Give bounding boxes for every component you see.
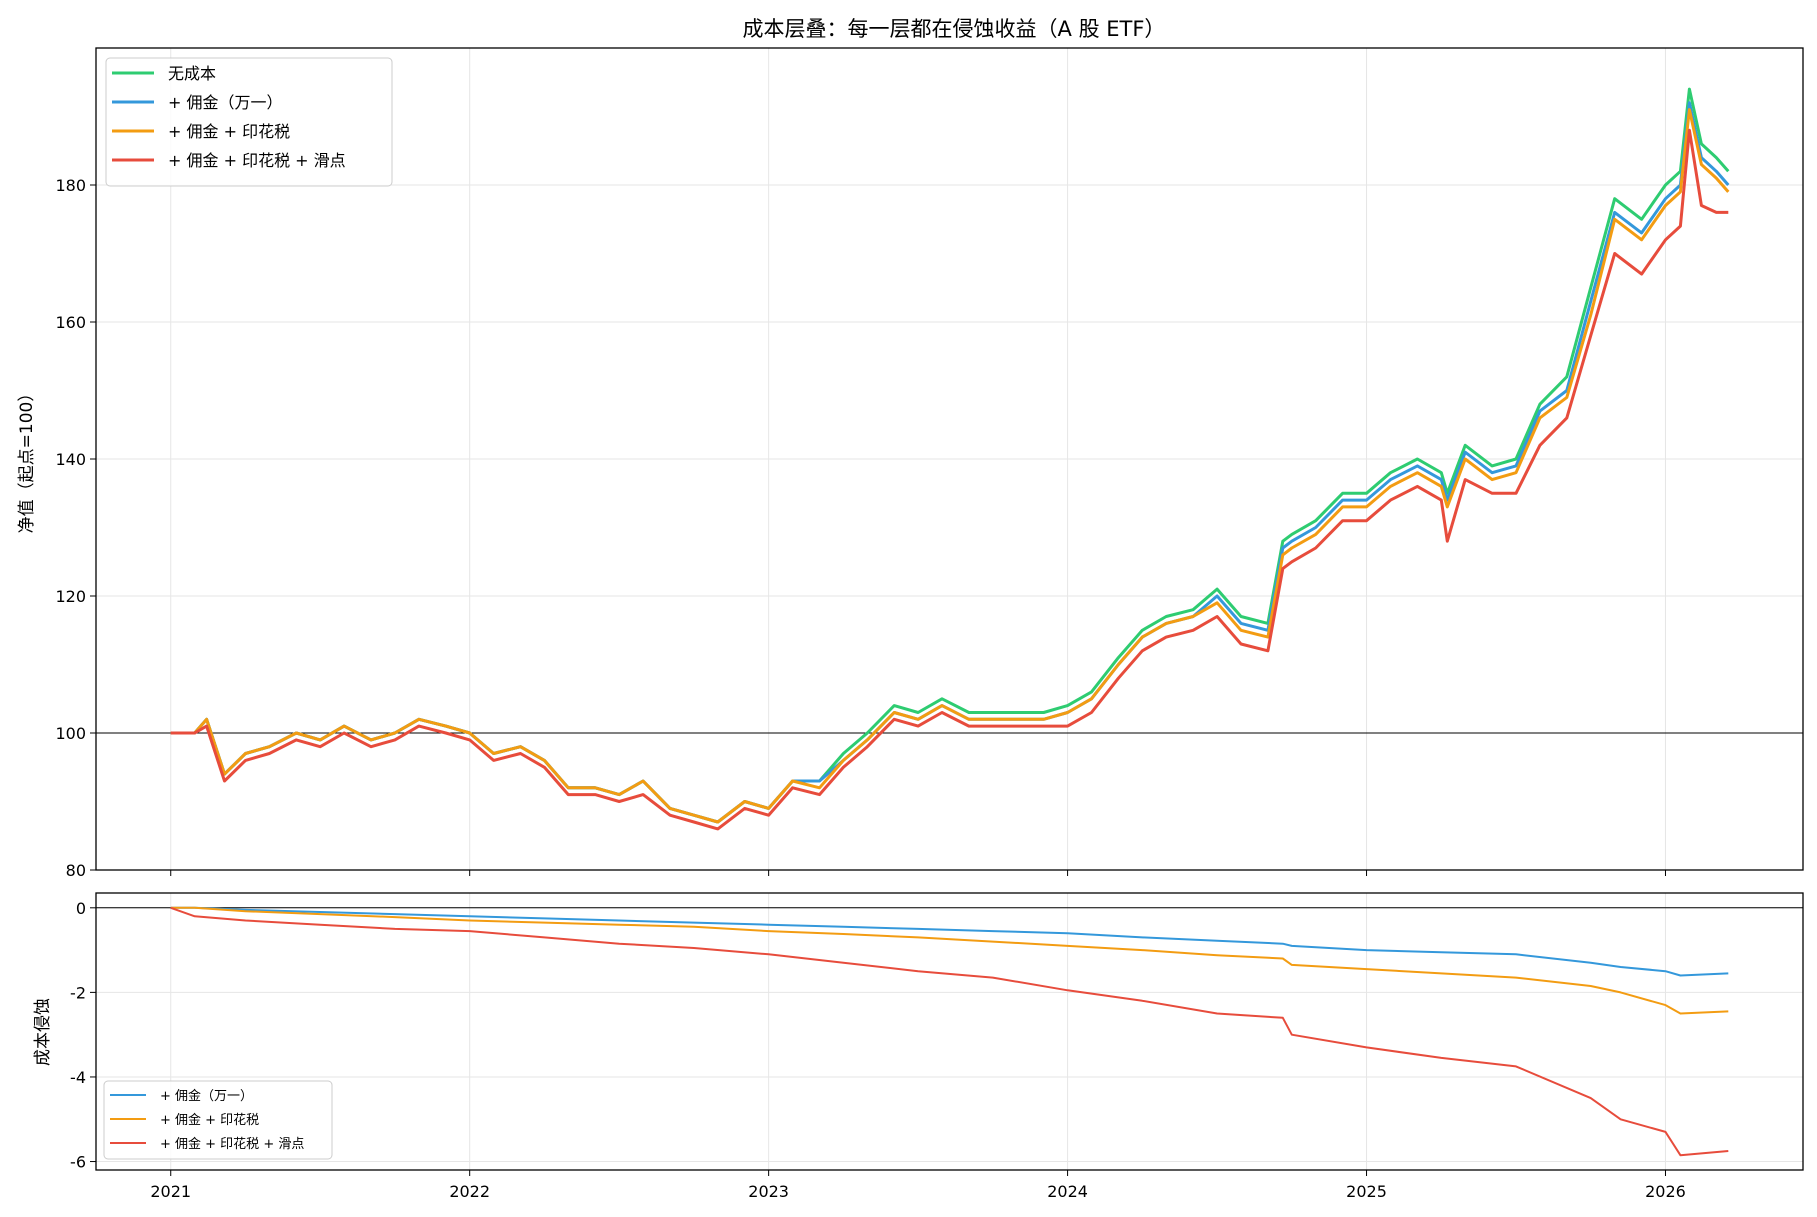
top-legend: 无成本 + 佣金（万一） + 佣金 + 印花税 + 佣金 + 印花税 + 滑点 xyxy=(105,57,393,187)
chart-title: 成本层叠：每一层都在侵蚀收益（A 股 ETF） xyxy=(743,17,1166,41)
top-y-tick-label-120: 120 xyxy=(55,587,86,606)
top-series-group xyxy=(170,87,1730,831)
top-series-line-3 xyxy=(170,128,1729,831)
top-y-tick-label-100: 100 xyxy=(55,724,86,743)
top-y-tick-label-80: 80 xyxy=(66,861,86,880)
bot-y-tick-label--6: -6 xyxy=(70,1153,86,1172)
top-legend-label-2: + 佣金 + 印花税 xyxy=(168,122,290,141)
top-legend-label-3: + 佣金 + 印花税 + 滑点 xyxy=(168,151,346,170)
top-y-tick-label-160: 160 xyxy=(55,313,86,332)
x-tick-label-2024: 2024 xyxy=(1047,1182,1088,1201)
x-tick-label-2022: 2022 xyxy=(449,1182,490,1201)
top-y-tick-label-180: 180 xyxy=(55,176,86,195)
top-series-line-2 xyxy=(170,108,1730,824)
bot-series-line-2 xyxy=(170,906,1729,1157)
bot-y-tick-label--4: -4 xyxy=(70,1068,86,1087)
top-legend-label-1: + 佣金（万一） xyxy=(168,93,283,112)
top-y-axis-ticks: 80 100 120 140 160 180 xyxy=(55,176,96,880)
bottom-legend: + 佣金（万一） + 佣金 + 印花税 + 佣金 + 印花税 + 滑点 xyxy=(103,1080,333,1160)
bot-series-line-0 xyxy=(170,906,1729,977)
net-value-panel: 80 100 120 140 160 180 净值（起点=100） 无成本 + 佣金（万一）… xyxy=(17,47,1804,880)
x-tick-label-2021: 2021 xyxy=(150,1182,191,1201)
bot-y-tick-label-0: 0 xyxy=(76,899,86,918)
x-tick-label-2025: 2025 xyxy=(1346,1182,1387,1201)
cost-erosion-panel: -6 -4 -2 0 2021 2022 2023 2024 2025 2026 成本侵蚀 + … xyxy=(33,892,1804,1201)
bottom-plot-frame xyxy=(95,892,1804,1171)
bot-legend-label-0: + 佣金（万一） xyxy=(160,1088,253,1104)
bot-legend-label-2: + 佣金 + 印花税 + 滑点 xyxy=(160,1136,304,1152)
bottom-legend-box xyxy=(103,1080,333,1160)
bottom-series-group xyxy=(170,906,1729,1157)
top-y-tick-label-140: 140 xyxy=(55,450,86,469)
bot-y-tick-label--2: -2 xyxy=(70,983,86,1002)
bot-legend-label-1: + 佣金 + 印花税 xyxy=(160,1112,259,1128)
bottom-y-axis-label: 成本侵蚀 xyxy=(33,998,53,1066)
bottom-x-axis-ticks: 2021 2022 2023 2024 2025 2026 xyxy=(150,1170,1686,1201)
top-legend-box xyxy=(105,57,393,187)
bot-series-line-1 xyxy=(170,906,1729,1015)
top-x-axis-ticks xyxy=(170,870,1666,876)
bottom-y-axis-ticks: -6 -4 -2 0 xyxy=(70,899,96,1172)
x-tick-label-2023: 2023 xyxy=(748,1182,789,1201)
top-legend-label-0: 无成本 xyxy=(168,64,216,83)
x-tick-label-2026: 2026 xyxy=(1645,1182,1686,1201)
top-y-axis-label: 净值（起点=100） xyxy=(17,385,37,534)
